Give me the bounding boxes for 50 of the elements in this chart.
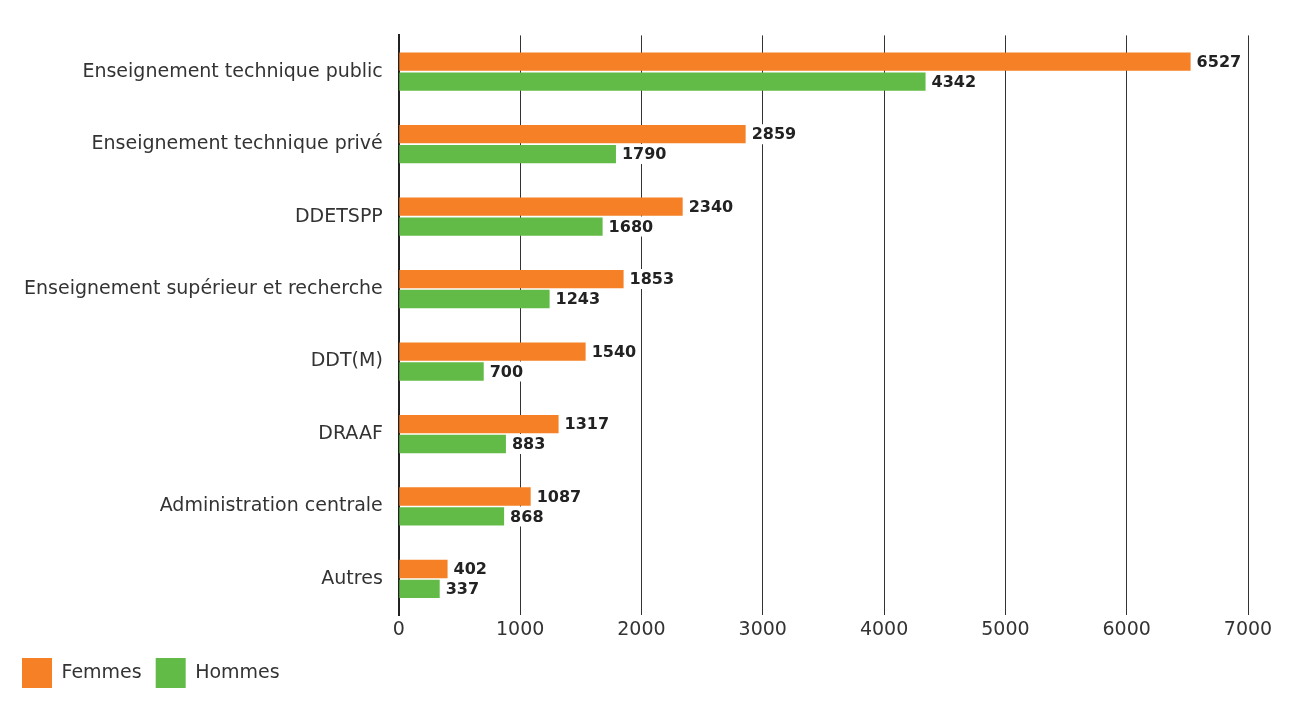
data-label: 1540 (591, 341, 637, 361)
bar (399, 507, 505, 526)
data-label: 337 (445, 579, 480, 599)
bar (399, 52, 1191, 71)
data-label: 1853 (629, 269, 675, 289)
y-tick-label: DDT(M) (310, 348, 383, 371)
x-tick-label: 1000 (495, 616, 545, 639)
y-tick-label: DRAAF (318, 420, 383, 443)
bar (399, 289, 550, 309)
bar (399, 362, 484, 381)
x-tick-label: 2000 (617, 616, 666, 639)
data-label: 883 (511, 434, 546, 454)
bar (399, 414, 559, 434)
x-tick-label: 6000 (1102, 616, 1151, 639)
bar (399, 342, 586, 361)
bar (399, 144, 616, 164)
bar (399, 217, 603, 236)
data-label: 2859 (751, 124, 797, 144)
bar (399, 269, 624, 289)
data-label: 4342 (931, 71, 977, 91)
y-tick-label: DDETSPP (294, 203, 383, 226)
y-tick-label: Enseignement technique privé (91, 131, 383, 154)
data-label: 1790 (621, 144, 667, 164)
data-label: 1243 (555, 289, 601, 309)
data-label: 402 (453, 559, 487, 579)
bar (399, 434, 506, 454)
x-tick-label: 0 (392, 616, 405, 639)
bar (399, 579, 440, 599)
data-label: 700 (489, 361, 524, 381)
legend-label: Femmes (61, 659, 142, 682)
data-label: 6527 (1196, 51, 1242, 71)
data-label: 1680 (608, 216, 654, 236)
x-tick-label: 3000 (738, 616, 787, 639)
legend-label: Hommes (195, 659, 280, 682)
x-tick-label: 4000 (859, 616, 909, 639)
y-tick-label: Autres (321, 565, 383, 588)
data-label: 1317 (564, 414, 610, 434)
bar (399, 72, 926, 91)
x-tick-label: 7000 (1223, 616, 1273, 639)
data-label: 868 (510, 506, 544, 526)
y-tick-label: Enseignement technique public (82, 58, 383, 81)
bar (399, 124, 746, 144)
bar (399, 559, 448, 579)
bar (399, 197, 683, 216)
data-label: 1087 (536, 486, 582, 506)
bar (399, 487, 531, 506)
x-tick-label: 5000 (981, 616, 1030, 639)
y-tick-label: Enseignement supérieur et recherche (24, 276, 383, 298)
data-label: 2340 (688, 196, 734, 216)
y-tick-label: Administration centrale (159, 493, 383, 516)
